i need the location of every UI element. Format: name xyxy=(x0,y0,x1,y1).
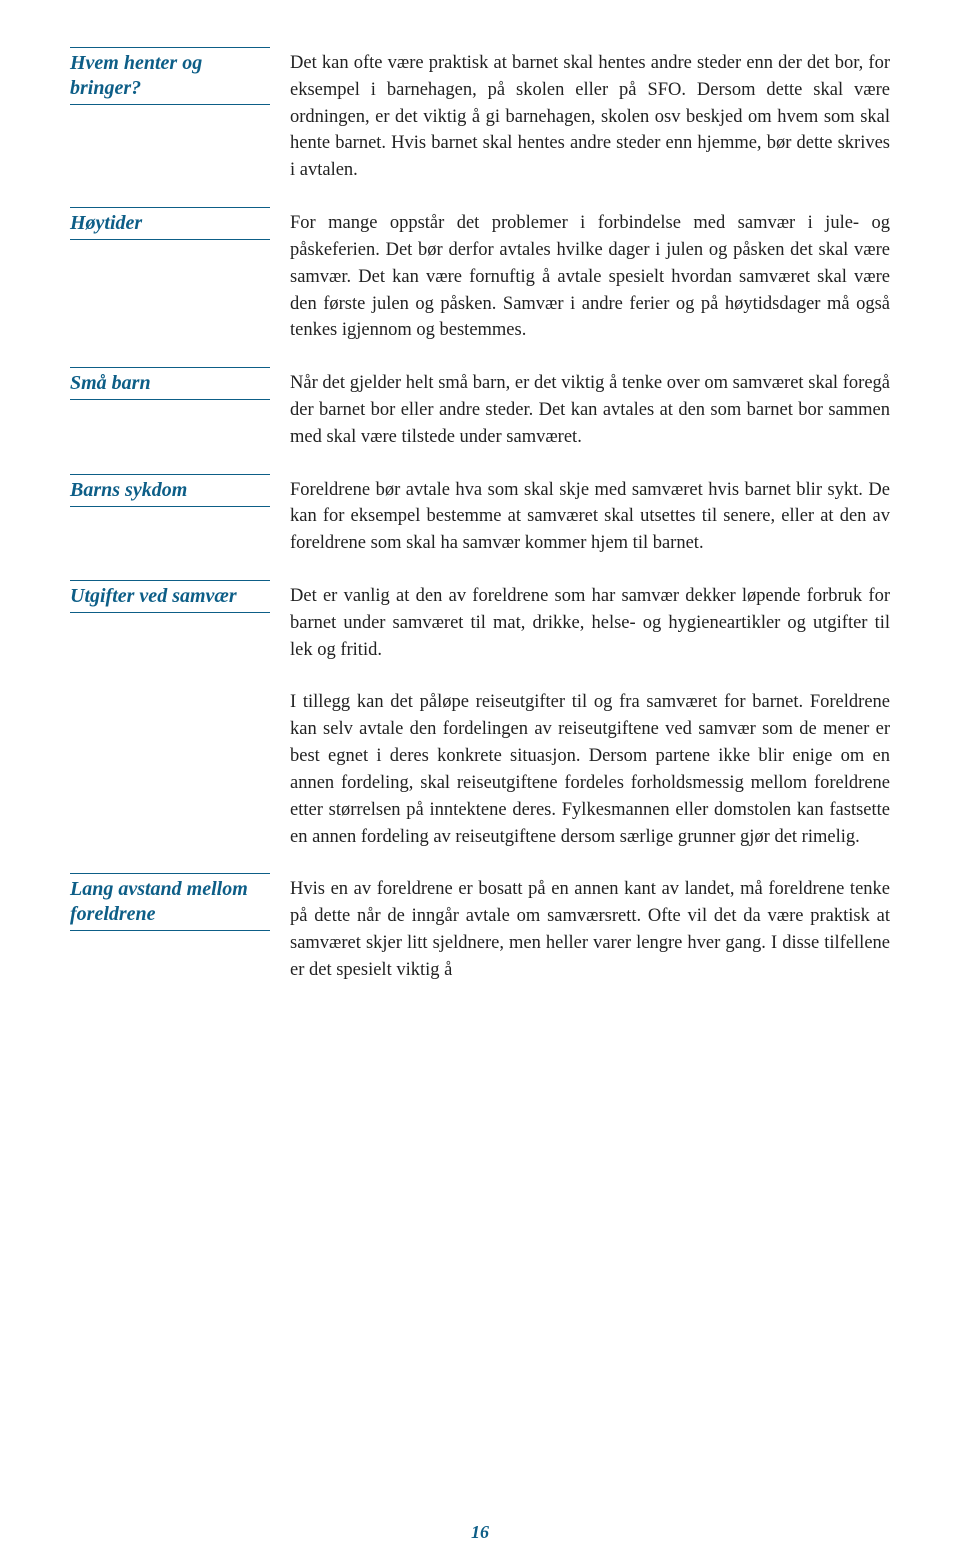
section-heading: Barns sykdom xyxy=(70,474,270,507)
section-heading: Lang avstand mellom foreldrene xyxy=(70,873,270,931)
sidebar-column: Hvem henter og bringer? Høytider Små barn B… xyxy=(70,50,290,1515)
body-paragraph: For mange oppstår det problemer i forbin… xyxy=(290,210,890,344)
section-heading: Høytider xyxy=(70,207,270,240)
body-paragraph: I tillegg kan det påløpe reiseutgifter t… xyxy=(290,689,890,850)
main-column: Det kan ofte være praktisk at barnet ska… xyxy=(290,50,890,1515)
section-heading: Hvem henter og bringer? xyxy=(70,47,270,105)
body-paragraph: Det er vanlig at den av foreldrene som h… xyxy=(290,583,890,663)
body-paragraph: Når det gjelder helt små barn, er det vi… xyxy=(290,370,890,450)
page-number: 16 xyxy=(0,1522,960,1543)
section-heading: Utgifter ved samvær xyxy=(70,580,270,613)
body-paragraph: Foreldrene bør avtale hva som skal skje … xyxy=(290,477,890,557)
body-paragraph: Hvis en av foreldrene er bosatt på en an… xyxy=(290,876,890,983)
section-heading: Små barn xyxy=(70,367,270,400)
body-paragraph: Det kan ofte være praktisk at barnet ska… xyxy=(290,50,890,184)
page-container: Hvem henter og bringer? Høytider Små barn B… xyxy=(70,50,890,1515)
